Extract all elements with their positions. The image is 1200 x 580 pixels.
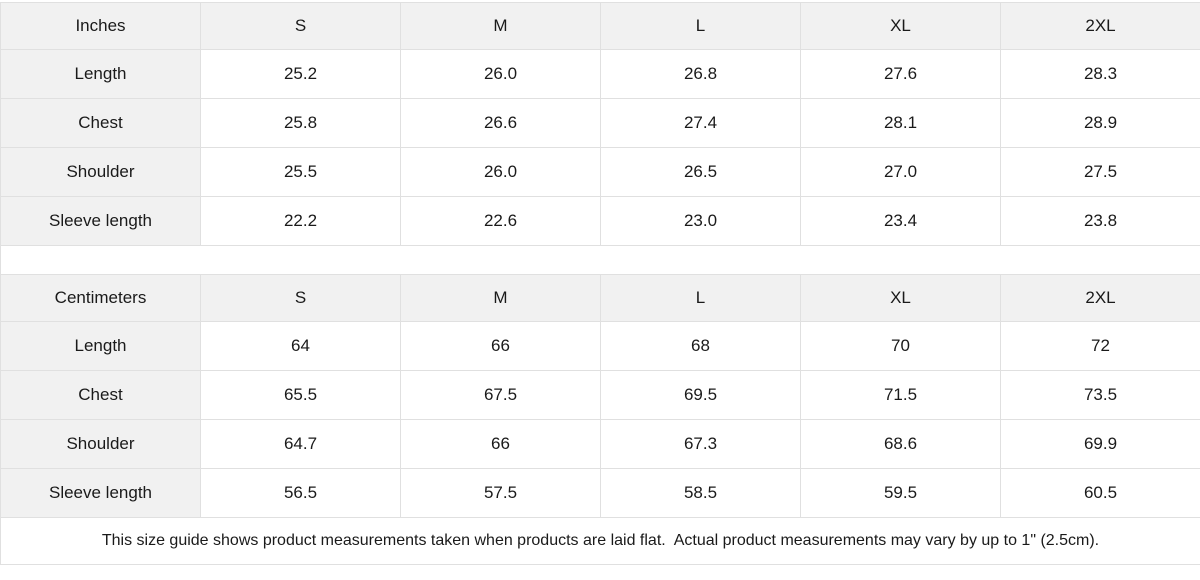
measurement-label: Shoulder — [0, 147, 201, 197]
measurement-label: Sleeve length — [0, 196, 201, 246]
measurement-value: 28.9 — [1000, 98, 1200, 148]
centimeters-table-section: Centimeters S M L XL 2XL Length 64 66 68 70 72 Chest… — [0, 274, 1200, 518]
measurement-value: 71.5 — [800, 370, 1001, 420]
measurement-value: 72 — [1000, 321, 1200, 371]
measurement-value: 64 — [200, 321, 401, 371]
table-row: Sleeve length 56.5 57.5 58.5 59.5 60.5 — [0, 468, 1200, 518]
size-column-header: M — [400, 2, 601, 50]
measurement-value: 23.4 — [800, 196, 1001, 246]
measurement-value: 26.0 — [400, 147, 601, 197]
measurement-value: 27.0 — [800, 147, 1001, 197]
measurement-label: Shoulder — [0, 419, 201, 469]
measurement-value: 67.5 — [400, 370, 601, 420]
measurement-value: 26.0 — [400, 49, 601, 99]
footer-section: This size guide shows product measuremen… — [0, 517, 1200, 565]
table-row: Sleeve length 22.2 22.6 23.0 23.4 23.8 — [0, 196, 1200, 246]
size-column-header: XL — [800, 2, 1001, 50]
size-column-header: M — [400, 274, 601, 322]
size-column-header: 2XL — [1000, 2, 1200, 50]
measurement-value: 22.2 — [200, 196, 401, 246]
measurement-value: 66 — [400, 321, 601, 371]
measurement-value: 28.3 — [1000, 49, 1200, 99]
measurement-label: Length — [0, 321, 201, 371]
table-row: Chest 65.5 67.5 69.5 71.5 73.5 — [0, 370, 1200, 420]
spacer-cell — [0, 245, 1200, 275]
centimeters-unit-header: Centimeters — [0, 274, 201, 322]
measurement-label: Length — [0, 49, 201, 99]
size-column-header: L — [600, 2, 801, 50]
measurement-value: 56.5 — [200, 468, 401, 518]
measurement-value: 25.2 — [200, 49, 401, 99]
footer-note-row: This size guide shows product measuremen… — [0, 517, 1200, 565]
measurement-value: 73.5 — [1000, 370, 1200, 420]
size-column-header: S — [200, 2, 401, 50]
spacer-section — [0, 245, 1200, 275]
measurement-value: 25.8 — [200, 98, 401, 148]
size-column-header: S — [200, 274, 401, 322]
measurement-value: 28.1 — [800, 98, 1001, 148]
table-row: Length 25.2 26.0 26.8 27.6 28.3 — [0, 49, 1200, 99]
measurement-value: 67.3 — [600, 419, 801, 469]
size-guide-table: Inches S M L XL 2XL Length 25.2 26.0 26.8 27.6 28.3… — [0, 2, 1200, 565]
table-row: Chest 25.8 26.6 27.4 28.1 28.9 — [0, 98, 1200, 148]
size-guide-note: This size guide shows product measuremen… — [0, 517, 1200, 565]
table-row: Length 64 66 68 70 72 — [0, 321, 1200, 371]
spacer-row — [0, 245, 1200, 275]
measurement-value: 57.5 — [400, 468, 601, 518]
table-row: Shoulder 64.7 66 67.3 68.6 69.9 — [0, 419, 1200, 469]
centimeters-header-row: Centimeters S M L XL 2XL — [0, 274, 1200, 322]
measurement-value: 70 — [800, 321, 1001, 371]
size-column-header: L — [600, 274, 801, 322]
measurement-value: 26.8 — [600, 49, 801, 99]
measurement-value: 23.0 — [600, 196, 801, 246]
measurement-value: 68 — [600, 321, 801, 371]
measurement-value: 27.5 — [1000, 147, 1200, 197]
size-guide: Inches S M L XL 2XL Length 25.2 26.0 26.8 27.6 28.3… — [0, 2, 1200, 565]
measurement-value: 26.5 — [600, 147, 801, 197]
measurement-value: 27.6 — [800, 49, 1001, 99]
measurement-label: Chest — [0, 98, 201, 148]
measurement-value: 60.5 — [1000, 468, 1200, 518]
inches-header-row: Inches S M L XL 2XL — [0, 2, 1200, 50]
measurement-value: 27.4 — [600, 98, 801, 148]
size-column-header: XL — [800, 274, 1001, 322]
table-row: Shoulder 25.5 26.0 26.5 27.0 27.5 — [0, 147, 1200, 197]
measurement-value: 22.6 — [400, 196, 601, 246]
measurement-value: 66 — [400, 419, 601, 469]
measurement-value: 58.5 — [600, 468, 801, 518]
measurement-value: 68.6 — [800, 419, 1001, 469]
measurement-value: 23.8 — [1000, 196, 1200, 246]
measurement-value: 26.6 — [400, 98, 601, 148]
size-column-header: 2XL — [1000, 274, 1200, 322]
measurement-label: Sleeve length — [0, 468, 201, 518]
inches-unit-header: Inches — [0, 2, 201, 50]
measurement-value: 25.5 — [200, 147, 401, 197]
measurement-label: Chest — [0, 370, 201, 420]
measurement-value: 64.7 — [200, 419, 401, 469]
measurement-value: 69.5 — [600, 370, 801, 420]
measurement-value: 69.9 — [1000, 419, 1200, 469]
measurement-value: 65.5 — [200, 370, 401, 420]
measurement-value: 59.5 — [800, 468, 1001, 518]
inches-table-section: Inches S M L XL 2XL Length 25.2 26.0 26.8 27.6 28.3… — [0, 2, 1200, 246]
